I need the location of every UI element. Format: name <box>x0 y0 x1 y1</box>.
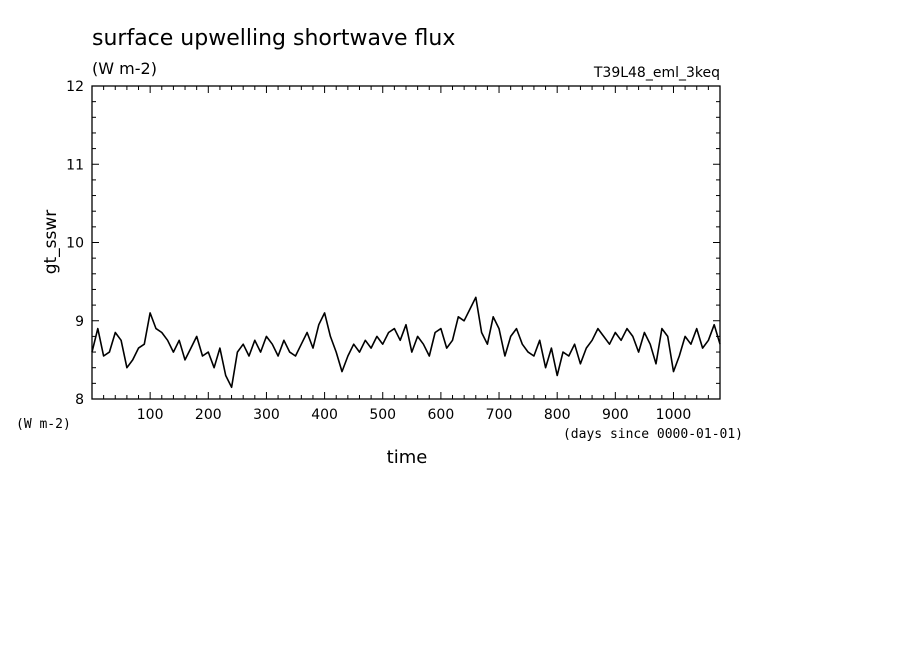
y-tick-label: 10 <box>66 236 84 252</box>
x-axis-units: (days since 0000-01-01) <box>563 427 743 442</box>
x-tick-label: 900 <box>602 407 629 423</box>
x-tick-labels: 100 200 300 400 500 600 700 800 900 1000 <box>137 407 692 423</box>
series-line <box>91 296 721 389</box>
x-tick-label: 300 <box>253 407 280 423</box>
plot-frame <box>91 85 721 400</box>
x-tick-label: 200 <box>195 407 222 423</box>
chart-title: surface upwelling shortwave flux <box>92 26 455 51</box>
x-tick-label: 400 <box>311 407 338 423</box>
title-units: (W m-2) <box>92 59 157 78</box>
x-tick-label: 700 <box>486 407 513 423</box>
y-tick-labels: 8 9 10 11 12 <box>66 79 84 408</box>
y-axis-label: gt_sswr <box>41 210 61 275</box>
run-label: T39L48_eml_3keq <box>593 65 720 81</box>
axis-ticks <box>91 85 721 400</box>
x-tick-label: 1000 <box>656 407 692 423</box>
y-tick-label: 9 <box>75 314 84 330</box>
x-tick-label: 800 <box>544 407 571 423</box>
y-axis-units: (W m-2) <box>16 417 71 432</box>
x-tick-label: 500 <box>369 407 396 423</box>
x-tick-label: 600 <box>428 407 455 423</box>
x-axis-label: time <box>387 447 428 468</box>
x-tick-label: 100 <box>137 407 164 423</box>
y-tick-label: 12 <box>66 79 84 95</box>
y-tick-label: 11 <box>66 157 84 173</box>
y-tick-label: 8 <box>75 392 84 408</box>
